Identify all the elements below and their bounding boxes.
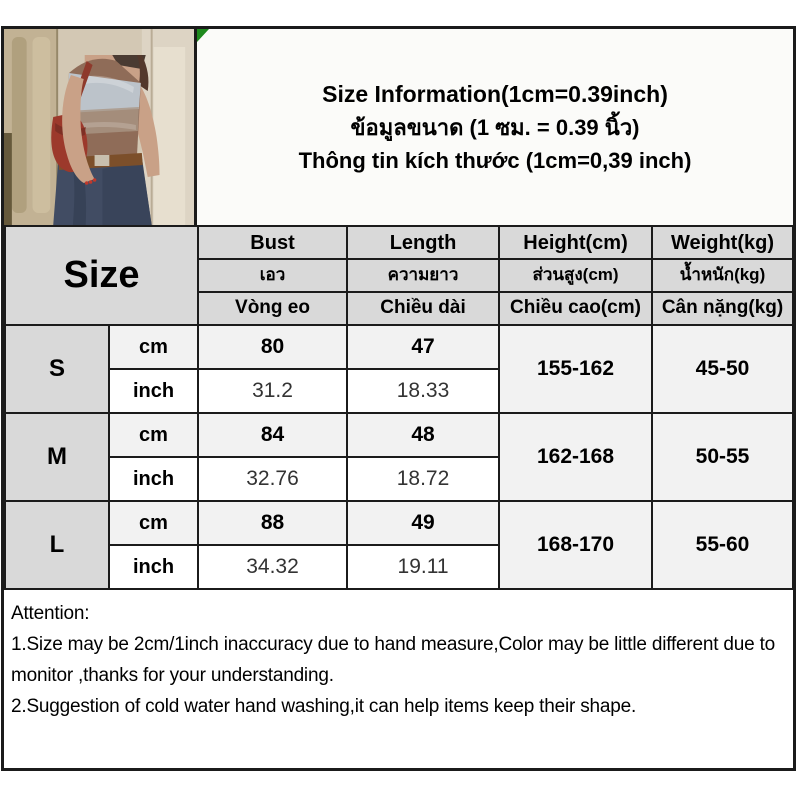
unit-inch-l: inch <box>107 544 200 590</box>
table-row-s-inch: inch 31.2 18.33 <box>5 368 793 414</box>
col-length-th: ความยาว <box>346 258 501 293</box>
length-inch-m: 18.72 <box>346 456 501 502</box>
unit-cm-l: cm <box>107 500 200 546</box>
length-inch-s: 18.33 <box>346 368 501 414</box>
col-weight-th: น้ำหนัก(kg) <box>651 258 795 293</box>
unit-cm-s: cm <box>107 324 200 370</box>
height-m: 162-168 <box>498 412 654 502</box>
height-s: 155-162 <box>498 324 654 414</box>
height-l: 168-170 <box>498 500 654 590</box>
col-length-en: Length <box>346 225 501 260</box>
size-label-m: M <box>4 412 110 502</box>
length-cm-s: 47 <box>346 324 501 370</box>
size-header-cell: Size <box>3 225 200 326</box>
title-th: ข้อมูลขนาด (1 ซม. = 0.39 นิ้ว) <box>350 114 640 140</box>
bust-inch-s: 31.2 <box>197 368 349 414</box>
model-figure <box>51 55 160 225</box>
chart-frame: Size Information(1cm=0.39inch) ข้อมูลขนา… <box>1 26 796 771</box>
attention-note-2: 2.Suggestion of cold water hand washing,… <box>11 696 637 717</box>
length-inch-l: 19.11 <box>346 544 501 590</box>
title-en: Size Information(1cm=0.39inch) <box>322 80 668 107</box>
table-row-s-cm: S cm 80 47 155-162 45-50 <box>4 324 795 414</box>
unit-inch-m: inch <box>107 456 200 502</box>
col-bust-vi: Vòng eo <box>197 291 349 326</box>
col-length-vi: Chiều dài <box>346 291 501 326</box>
attention-heading: Attention: <box>11 603 90 624</box>
product-photo <box>4 29 197 225</box>
table-row-m-cm: M cm 84 48 162-168 50-55 <box>4 412 795 502</box>
col-weight-en: Weight(kg) <box>651 225 795 260</box>
bust-inch-m: 32.76 <box>197 456 349 502</box>
bust-cm-s: 80 <box>197 324 349 370</box>
weight-m: 50-55 <box>651 412 795 502</box>
col-height-en: Height(cm) <box>498 225 654 260</box>
size-label-l: L <box>4 500 110 590</box>
size-label-s: S <box>4 324 110 414</box>
attention-note-1: 1.Size may be 2cm/1inch inaccuracy due t… <box>11 634 776 686</box>
unit-cm-m: cm <box>107 412 200 458</box>
length-cm-m: 48 <box>346 412 501 458</box>
green-corner-icon <box>197 29 209 42</box>
weight-s: 45-50 <box>651 324 795 414</box>
bust-inch-l: 34.32 <box>197 544 349 590</box>
bust-cm-m: 84 <box>197 412 349 458</box>
length-cm-l: 49 <box>346 500 501 546</box>
title-block: Size Information(1cm=0.39inch) ข้อมูลขนา… <box>197 29 793 225</box>
table-row-l-inch: inch 34.32 19.11 <box>5 544 793 590</box>
col-bust-th: เอว <box>197 258 349 293</box>
attention-section: Attention: 1.Size may be 2cm/1inch inacc… <box>4 590 793 768</box>
col-bust-en: Bust <box>197 225 349 260</box>
weight-l: 55-60 <box>651 500 795 590</box>
top-section: Size Information(1cm=0.39inch) ข้อมูลขนา… <box>4 29 793 225</box>
title-vi: Thông tin kích thước (1cm=0,39 inch) <box>298 147 692 173</box>
table-row-l-cm: L cm 88 49 168-170 55-60 <box>4 500 795 590</box>
col-height-vi: Chiều cao(cm) <box>498 291 654 326</box>
unit-inch-s: inch <box>107 368 200 414</box>
bust-cm-l: 88 <box>197 500 349 546</box>
size-table: Size Bust Length Height(cm) Weight(kg) เ… <box>3 225 795 590</box>
col-weight-vi: Cân nặng(kg) <box>651 291 795 326</box>
table-row-m-inch: inch 32.76 18.72 <box>5 456 793 502</box>
product-photo-illustration <box>4 29 194 225</box>
col-height-th: ส่วนสูง(cm) <box>498 258 654 293</box>
